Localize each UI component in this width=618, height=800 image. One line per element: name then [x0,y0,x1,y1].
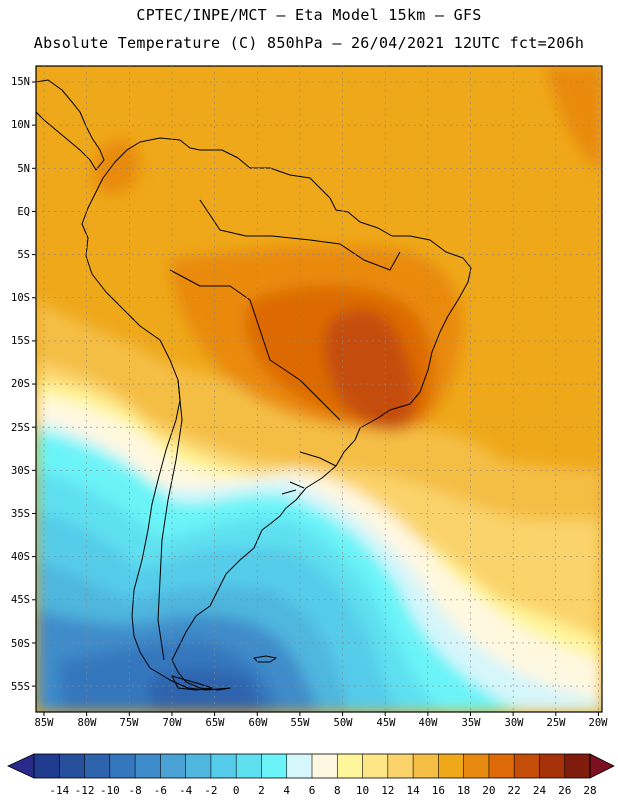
lon-label: 70W [162,717,182,729]
lat-label: 35S [11,508,30,520]
colorbar-swatch [109,754,136,778]
colorbar-label: 10 [355,784,370,797]
colorbar-label: 4 [283,784,291,797]
lon-label: 35W [461,717,481,729]
lon-label: 80W [77,717,97,729]
lat-label: 30S [11,465,30,477]
map-title-line-2: Absolute Temperature (C) 850hPa — 26/04/… [33,34,585,52]
colorbar-swatch [413,754,439,778]
colorbar-over-arrow [589,753,615,779]
colorbar-label: 28 [583,784,597,797]
lat-label: 15N [11,76,30,88]
colorbar-label: 0 [232,784,240,797]
colorbar-swatch [236,754,262,778]
colorbar-label: -6 [153,784,167,797]
colorbar-label: 14 [406,784,420,797]
colorbar-label: -10 [99,784,120,797]
lon-label: 20W [588,717,608,729]
lat-label: 5S [17,249,30,261]
colorbar-label: 12 [381,784,395,797]
colorbar-swatch [210,754,237,778]
lat-label: 10S [11,292,30,304]
colorbar-swatch [135,754,161,778]
lon-label: 65W [205,717,225,729]
central-america-coastline [36,79,105,171]
map-title-line-1: CPTEC/INPE/MCT — Eta Model 15km — GFS [136,6,482,24]
colorbar-under-arrow [7,753,35,779]
colorbar-label: 2 [258,784,265,797]
colorbar-label: 26 [558,784,572,797]
colorbar-swatch [160,754,187,778]
colorbar [7,753,615,779]
lon-label: 30W [504,717,524,729]
colorbar-swatch [286,754,313,778]
tierra-del-fuego [171,675,213,691]
colorbar-swatch [84,754,111,778]
colorbar-label: 18 [457,784,471,797]
lat-label: 15S [11,335,30,347]
colorbar-swatch [488,754,515,778]
temperature-field [36,66,602,712]
lat-label: 20S [11,378,30,390]
colorbar-swatch [34,754,60,778]
lat-label: 40S [11,551,30,563]
colorbar-label: 8 [333,784,341,797]
colorbar-swatch [337,754,364,778]
colorbar-swatch [463,754,490,778]
lat-label: 5N [17,163,30,175]
brazil-border [169,199,401,421]
colorbar-label: -2 [204,784,218,797]
colorbar-swatch [438,754,465,778]
colorbar-label: 22 [507,784,521,797]
colorbar-swatch [514,754,540,778]
lon-label: 40W [418,717,438,729]
colorbar-swatch [387,754,414,778]
colorbar-swatch [564,754,591,778]
colorbar-label: 20 [482,784,496,797]
lat-label: 10N [11,119,30,131]
colorbar-label: -12 [74,784,95,797]
colorbar-swatch [312,754,338,778]
lat-label: 45S [11,594,30,606]
colorbar-swatch [59,754,86,778]
lon-label: 45W [376,717,396,729]
field-warm-northwest [93,139,140,194]
coastline-borders [36,79,472,691]
colorbar-label: 24 [532,784,547,797]
lat-label: 25S [11,422,30,434]
south-america-coastline [81,137,472,691]
lat-label: 50S [11,638,30,650]
map-frame [35,65,603,713]
lon-label: 25W [546,717,566,729]
colorbar-swatch [539,754,566,778]
lon-label: 50W [333,717,353,729]
colorbar-label: -14 [49,784,70,797]
graticule [36,66,602,712]
lon-label: 60W [248,717,268,729]
colorbar-label: -4 [179,784,193,797]
lon-label: 75W [119,717,139,729]
field-hottest-core [323,309,416,429]
colorbar-label: 6 [308,784,316,797]
colorbar-swatch [185,754,212,778]
rio-de-la-plata [281,451,337,495]
axis-ticks [32,81,599,716]
colorbar-label: 16 [431,784,445,797]
lon-label: 85W [34,717,54,729]
field-warm-northeast [545,66,602,170]
colorbar-swatch [362,754,389,778]
lon-label: 55W [290,717,310,729]
lat-label: EQ [17,206,30,218]
chile-argentina-border [157,379,183,661]
colorbar-label: -8 [128,784,142,797]
lat-label: 55S [11,681,30,693]
colorbar-swatch [261,754,288,778]
